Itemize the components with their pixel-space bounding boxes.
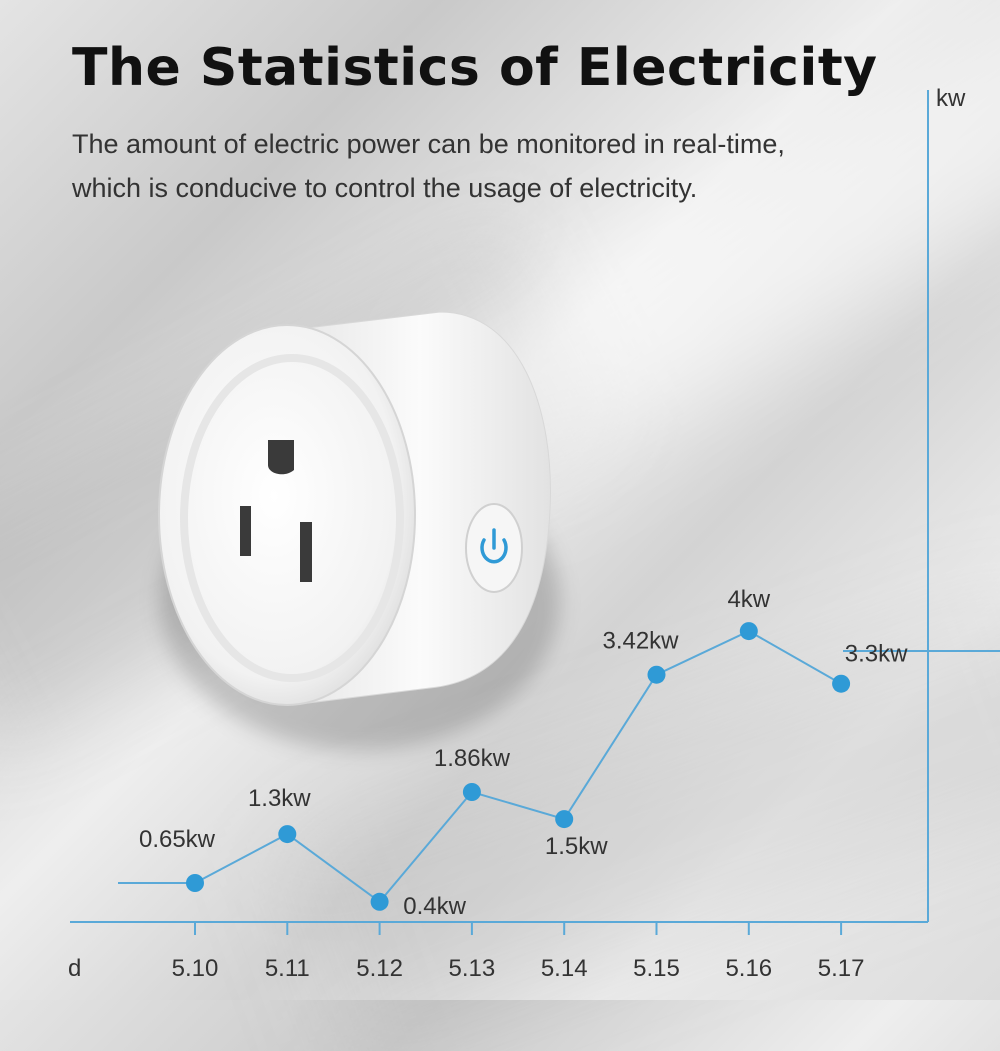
data-label: 3.3kw [845, 641, 908, 668]
x-tick-label: 5.17 [818, 955, 865, 982]
data-label: 1.3kw [248, 785, 311, 812]
x-tick-label: 5.14 [541, 955, 588, 982]
data-label: 1.5kw [545, 833, 608, 860]
data-point [462, 783, 481, 801]
ground-slot [268, 440, 294, 475]
plug-face [158, 324, 416, 706]
x-tick-label: 5.16 [725, 955, 772, 982]
x-tick-label: 5.10 [172, 955, 219, 982]
live-slot [300, 522, 312, 582]
data-point [555, 810, 574, 829]
data-point [739, 622, 758, 641]
x-tick-label: 5.13 [449, 955, 496, 982]
data-point [186, 874, 204, 892]
page-subtitle: The amount of electric power can be moni… [72, 122, 932, 210]
subtitle-line-1: The amount of electric power can be moni… [72, 129, 785, 159]
power-icon [480, 528, 508, 564]
x-tick-label: 5.15 [633, 955, 680, 982]
subtitle-line-2: which is conducive to control the usage … [72, 173, 698, 203]
data-label: 1.86kw [434, 745, 511, 772]
power-chart: 5.10 5.11 5.12 5.13 5.14 5.15 5.16 5.17 0.65kw 1… [68, 85, 1000, 982]
data-point [278, 825, 297, 844]
data-label: 4kw [727, 586, 770, 613]
data-point [647, 665, 666, 684]
x-tick-label: 5.11 [265, 955, 310, 982]
x-tick-label: 5.12 [356, 955, 403, 982]
data-label: 0.4kw [403, 893, 466, 920]
data-point [832, 674, 851, 693]
page-title: The Statistics of Electricity [72, 38, 878, 98]
data-label: 0.65kw [139, 826, 216, 853]
y-axis-unit: kw [936, 85, 966, 112]
x-axis-unit: d [68, 955, 81, 982]
plug-face-ring [180, 354, 404, 682]
neutral-slot [240, 506, 251, 556]
data-point [370, 892, 389, 911]
data-label: 3.42kw [602, 628, 679, 655]
smart-plug-icon [158, 311, 560, 750]
